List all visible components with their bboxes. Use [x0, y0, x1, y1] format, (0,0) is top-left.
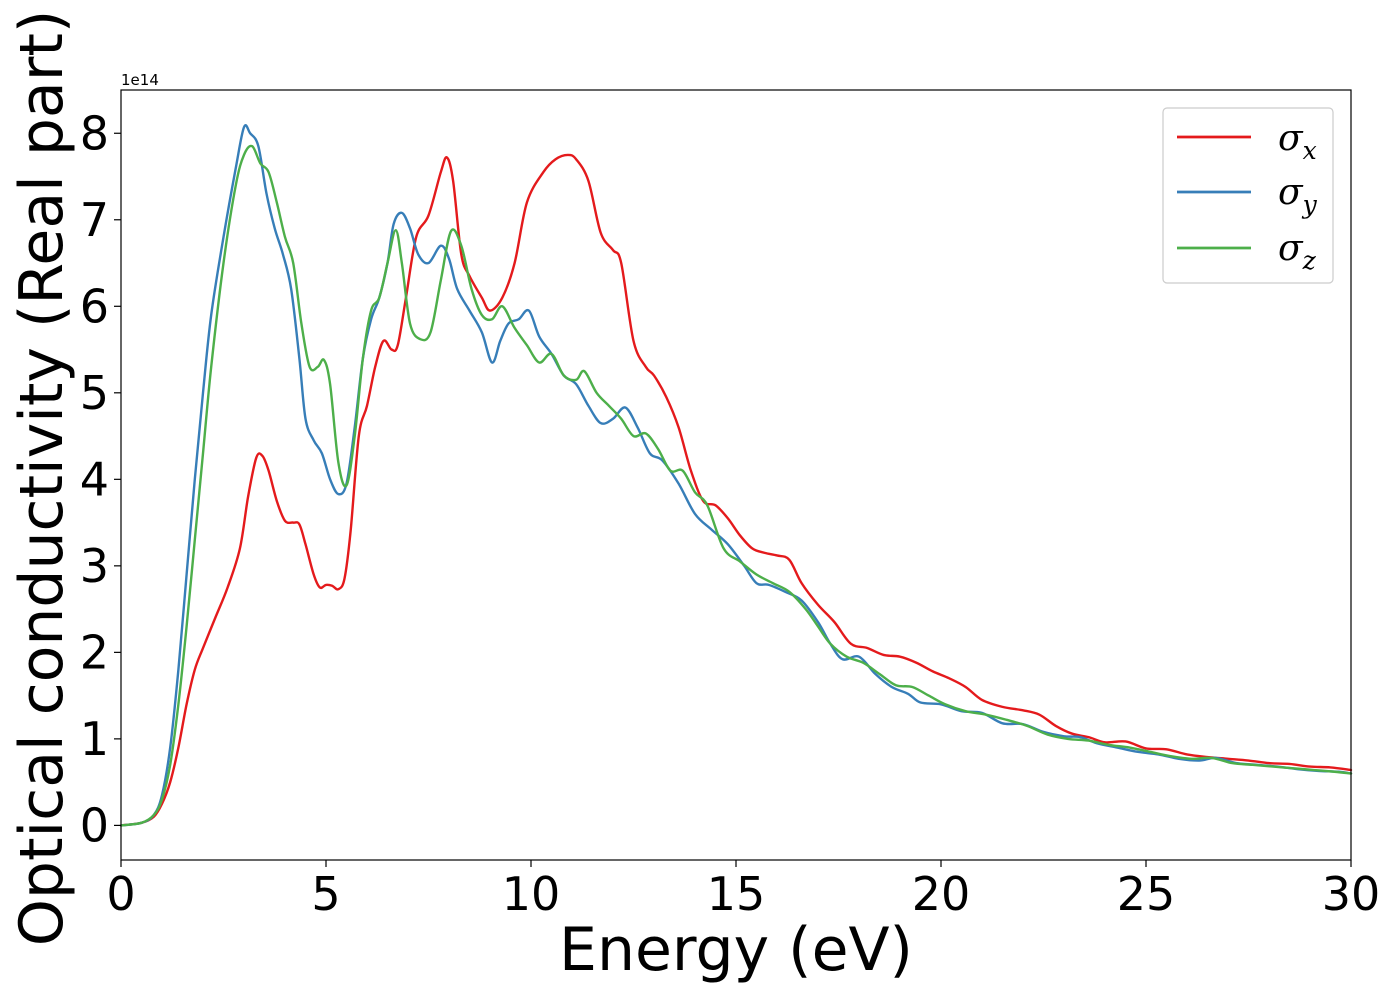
- y-tick-label: 0: [80, 798, 109, 852]
- svg-text:σx: σx: [1278, 118, 1317, 165]
- legend-subscript-z: z: [1302, 246, 1317, 275]
- x-tick-label: 20: [912, 867, 971, 921]
- legend-entry-sigma-z: σz: [1177, 228, 1317, 275]
- y-offset-label: 1e14: [121, 71, 159, 89]
- series-line-sigma-x: [119, 153, 1353, 827]
- y-axis-title: Optical conductivity (Real part): [7, 10, 77, 947]
- y-axis: 0 1 2 3 4 5 6 7 8: [80, 106, 121, 852]
- legend-entry-sigma-x: σx: [1177, 118, 1317, 165]
- legend-entry-sigma-y: σy: [1177, 172, 1318, 219]
- svg-text:σy: σy: [1278, 172, 1318, 219]
- legend: σx σy σz: [1162, 107, 1334, 284]
- legend-label-sigma-x: σ: [1278, 118, 1304, 159]
- series-layer: [119, 124, 1353, 827]
- y-tick-label: 4: [80, 452, 109, 506]
- x-tick-label: 5: [311, 867, 340, 921]
- x-tick-label: 10: [502, 867, 561, 921]
- y-tick-label: 8: [80, 106, 109, 160]
- legend-subscript-x: x: [1303, 136, 1317, 165]
- y-tick-label: 2: [80, 625, 109, 679]
- legend-box: [1162, 107, 1334, 284]
- x-tick-label: 0: [106, 867, 135, 921]
- series-line-sigma-z: [119, 144, 1353, 827]
- legend-label-sigma-z: σ: [1278, 228, 1304, 269]
- legend-subscript-y: y: [1302, 190, 1318, 219]
- x-tick-label: 25: [1117, 867, 1176, 921]
- legend-label-sigma-y: σ: [1278, 172, 1304, 213]
- y-tick-label: 5: [80, 366, 109, 420]
- y-tick-label: 3: [80, 539, 109, 593]
- y-tick-label: 6: [80, 279, 109, 333]
- x-axis-title: Energy (eV): [559, 915, 913, 985]
- y-tick-label: 1: [80, 712, 109, 766]
- y-tick-label: 7: [80, 193, 109, 247]
- x-tick-label: 15: [707, 867, 766, 921]
- x-tick-label: 30: [1322, 867, 1381, 921]
- x-axis: 0 5 10 15 20 25 30: [106, 860, 1380, 921]
- svg-text:σz: σz: [1278, 228, 1317, 275]
